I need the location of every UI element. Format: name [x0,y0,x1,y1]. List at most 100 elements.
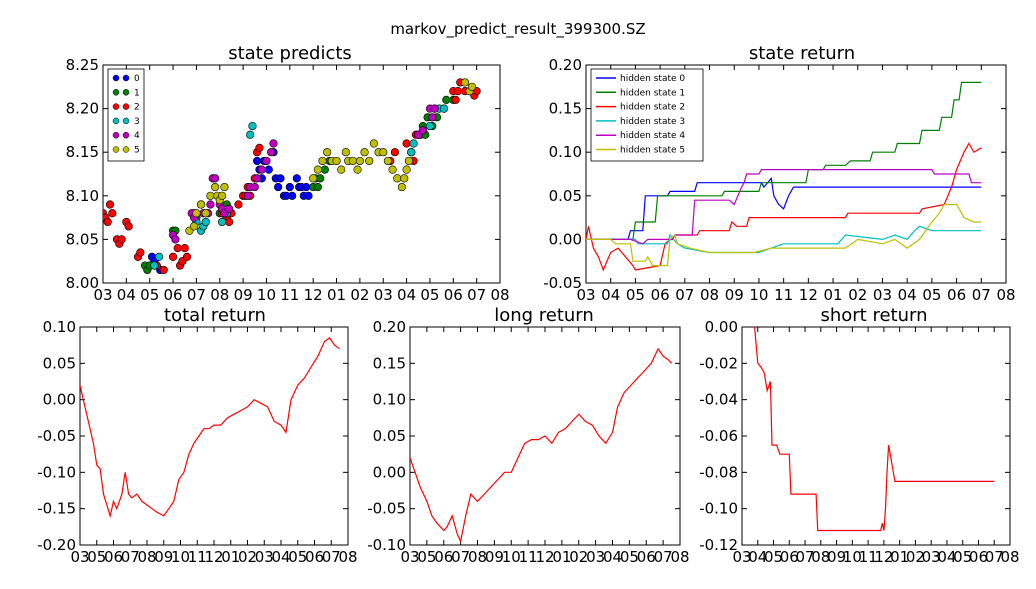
legend-label: hidden state 5 [620,146,685,156]
y-tick-label: 8.00 [66,274,99,292]
state-5-point [402,165,411,174]
state-predicts-panel: state predicts 03 04 05 06 07 08 09 10 11 12 01 02 0… [66,43,510,304]
state-return-title: state return [749,43,855,64]
state-2-point [105,200,115,209]
legend-marker [112,74,120,82]
x-tick-label: 08 [338,548,357,566]
state-3-point [409,139,418,148]
state-5-point [218,191,227,200]
legend-label: 2 [134,103,140,113]
x-tick-label: 05 [87,548,106,566]
x-tick-label: 06 [651,286,670,304]
x-tick-label: 10 [502,548,521,566]
state-3-point [201,217,210,227]
state-2-point [117,235,126,244]
state-2-point [451,95,460,104]
y-tick-label: -0.05 [543,274,582,292]
x-tick-label: 03 [873,286,892,304]
hidden-state-3-line [586,225,982,254]
x-tick-label: 10 [257,286,276,304]
state-5-point [460,78,470,87]
x-tick-label: 12 [304,286,323,304]
x-tick-label: 03 [255,548,274,566]
state-4-point [250,182,259,192]
x-tick-label: 01 [552,548,571,566]
x-tick-label: 02 [350,286,369,304]
y-tick-label: 8.25 [66,56,99,74]
x-tick-label: 02 [569,548,588,566]
x-tick-label: 07 [972,286,991,304]
legend-marker [122,117,130,125]
state-0-point [292,174,301,183]
state-2-point [182,252,192,261]
x-tick-label: 01 [824,286,843,304]
x-tick-label: 08 [700,286,719,304]
x-tick-label: 06 [164,286,183,304]
x-tick-label: 02 [906,548,925,566]
legend-marker [112,131,120,139]
state-2-point [108,209,117,218]
state-2-point [255,143,264,152]
state-5-point [210,182,220,192]
state-5-point [379,148,388,157]
hidden-state-4-line [586,169,982,245]
y-tick-label: 0.10 [43,318,76,336]
x-tick-label: 02 [848,286,867,304]
x-tick-label: 01 [327,286,346,304]
x-tick-label: 06 [434,548,453,566]
state-5-point [189,222,199,231]
state-2-point [124,222,133,231]
x-tick-label: 01 [221,548,240,566]
short-return-panel: short return 030405060708091011120102030… [699,305,1019,566]
state-3-point [439,104,449,113]
x-tick-label: 05 [417,548,436,566]
state-4-point [418,126,428,135]
state-5-point [369,139,378,148]
return-line [80,337,340,519]
y-tick-label: 8.05 [66,230,99,248]
state-5-point [337,165,346,174]
state-2-point [168,252,178,261]
y-tick-label: 0.05 [549,187,582,205]
x-tick-label: 07 [675,286,694,304]
legend-label: 5 [134,146,140,156]
plot-frame [102,64,501,284]
plot-frame [741,326,1011,546]
state-3-point [425,121,435,131]
x-tick-label: 08 [811,548,830,566]
x-tick-label: 08 [137,548,156,566]
state-return-panel: state return 03 04 05 06 07 08 09 10 11 12 01 02 03 0… [543,43,1015,304]
x-tick-label: 06 [969,548,988,566]
y-tick-label: 0.05 [43,354,76,372]
state-1-point [316,174,325,183]
x-tick-label: 03 [922,548,941,566]
state-5-point [467,82,477,91]
y-tick-label: 0.15 [373,354,406,372]
x-tick-label: 07 [985,548,1004,566]
state-2-point [453,87,463,96]
state-4-point [171,235,180,244]
y-tick-label: 0.10 [373,391,406,409]
x-tick-label: 10 [749,286,768,304]
long-return-panel: long return 0305060708091011120102030405… [367,305,689,566]
state-3-point [407,148,416,157]
x-tick-label: 05 [620,548,639,566]
state-2-point [136,248,145,257]
legend-marker [112,146,120,153]
legend-label: hidden state 2 [620,103,685,113]
x-tick-label: 05 [953,548,972,566]
x-tick-label: 11 [188,548,207,566]
x-tick-label: 04 [397,286,416,304]
state-5-point [404,156,414,166]
x-tick-label: 08 [490,286,509,304]
x-tick-label: 08 [996,286,1015,304]
x-tick-label: 03 [93,286,112,304]
x-tick-label: 03 [586,548,605,566]
x-tick-label: 05 [764,548,783,566]
x-tick-label: 09 [485,548,504,566]
y-tick-label: 0.20 [549,56,582,74]
return-line [754,327,995,532]
y-tick-label: -0.10 [37,463,76,481]
x-tick-label: 11 [774,286,793,304]
